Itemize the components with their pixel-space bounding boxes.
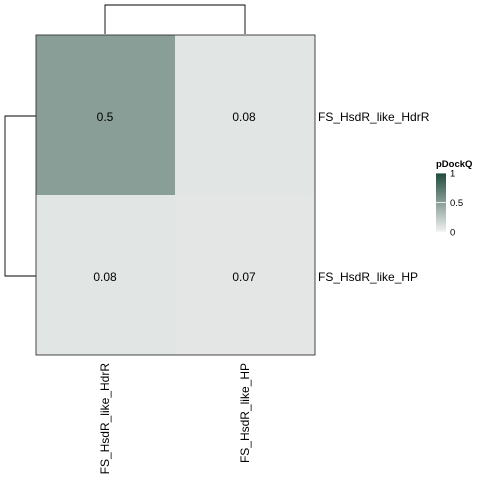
cell-label-0-0: 0.5 xyxy=(97,110,114,124)
row-labels: FS_HsdR_like_HdrR FS_HsdR_like_HP xyxy=(318,110,430,284)
legend-tick-label-0: 0 xyxy=(450,228,455,239)
column-label-1: FS_HsdR_like_HP xyxy=(238,363,252,463)
legend-ticks: 00.51 xyxy=(436,169,463,239)
heatmap-cell-1-0 xyxy=(36,195,175,355)
color-legend: pDockQ 00.51 xyxy=(436,159,472,239)
column-labels: FS_HsdR_like_HdrR FS_HsdR_like_HP xyxy=(98,363,252,475)
row-label-0: FS_HsdR_like_HdrR xyxy=(318,110,430,124)
row-dendrogram xyxy=(4,115,36,277)
column-label-0: FS_HsdR_like_HdrR xyxy=(98,363,112,475)
cell-label-0-1: 0.08 xyxy=(232,110,256,124)
legend-tick-label-2: 1 xyxy=(450,169,455,180)
heatmap-cell-0-0 xyxy=(36,35,175,195)
heatmap-cell-1-1 xyxy=(175,195,315,355)
legend-title: pDockQ xyxy=(436,159,472,170)
column-dendrogram xyxy=(104,4,246,34)
legend-tick-label-1: 0.5 xyxy=(450,198,463,209)
heatmap-cells xyxy=(36,35,315,355)
cell-labels: 0.5 0.08 0.08 0.07 xyxy=(93,110,256,284)
heatmap-cell-0-1 xyxy=(175,35,315,195)
heatmap-border xyxy=(35,34,316,356)
cell-label-1-1: 0.07 xyxy=(232,270,256,284)
cell-label-1-0: 0.08 xyxy=(93,270,117,284)
row-label-1: FS_HsdR_like_HP xyxy=(318,270,418,284)
